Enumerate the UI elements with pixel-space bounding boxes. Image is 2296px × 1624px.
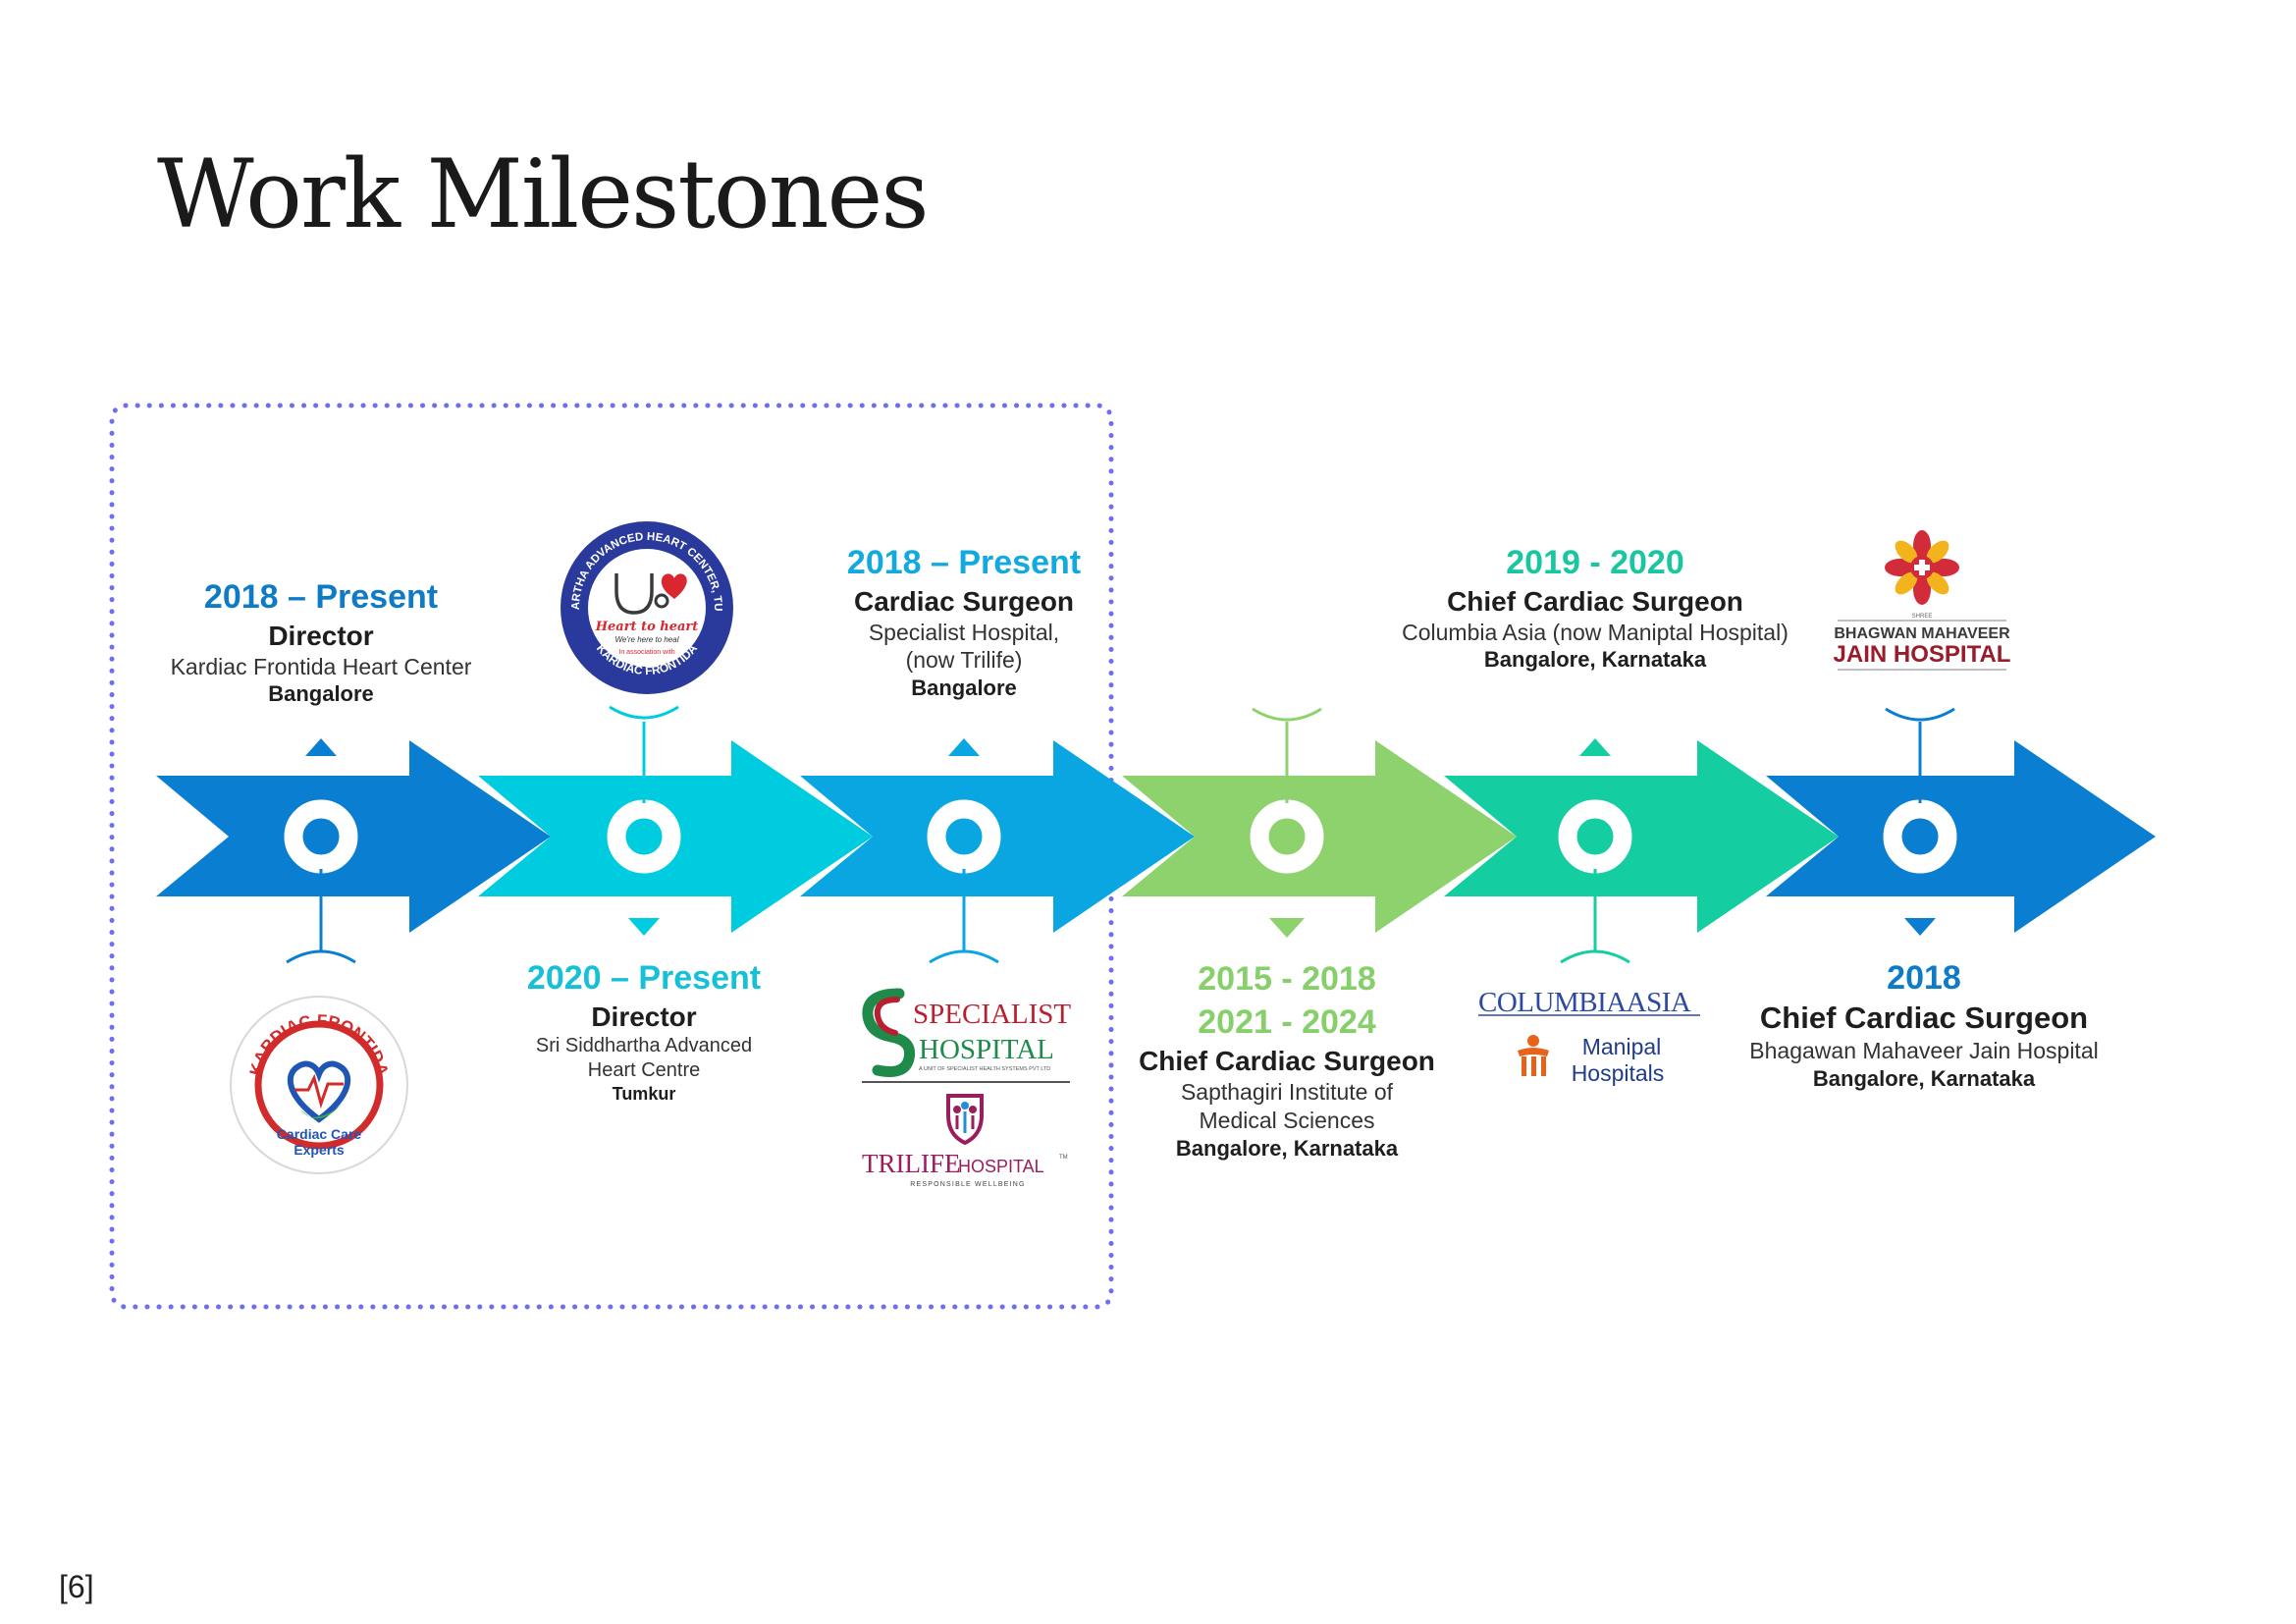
specialist-sub: A UNIT OF SPECIALIST HEALTH SYSTEMS PVT … bbox=[919, 1066, 1050, 1072]
columbia-asia-logo: COLUMBIAASIA bbox=[1478, 987, 1700, 1018]
trilife-name: HOSPITAL bbox=[958, 1157, 1044, 1176]
dotted-group-frame bbox=[109, 403, 1114, 1310]
specialist-name: SPECIALIST bbox=[913, 999, 1071, 1030]
milestone-organization: Kardiac Frontida Heart Center bbox=[170, 653, 472, 679]
timeline-node-5 bbox=[1558, 799, 1632, 874]
page-number: [6] bbox=[59, 1569, 94, 1604]
arrow-segment-6 bbox=[1766, 740, 2156, 933]
milestone-organization: Sri Siddhartha Advanced bbox=[535, 1034, 753, 1056]
connector-6 bbox=[1885, 707, 1955, 803]
milestone-years: 2021 - 2024 bbox=[1198, 1003, 1376, 1042]
jain-hospital-logo: SHREE BHAGWAN MAHAVEER JAIN HOSPITAL bbox=[1834, 530, 2011, 671]
milestone-2: 2020 – Present Director Sri Siddhartha A… bbox=[507, 957, 781, 1105]
milestone-organization: Bhagawan Mahaveer Jain Hospital bbox=[1749, 1038, 2099, 1064]
milestone-years: 2019 - 2020 bbox=[1506, 544, 1684, 581]
milestone-years: 2018 – Present bbox=[846, 544, 1082, 581]
milestone-3: 2018 – Present Cardiac Surgeon Specialis… bbox=[827, 542, 1101, 702]
trilife-shield-icon bbox=[946, 1094, 984, 1146]
pointer-down-6 bbox=[1904, 918, 1936, 936]
milestone-location: Bangalore bbox=[911, 676, 1017, 700]
timeline-node-4 bbox=[1250, 799, 1324, 874]
milestone-5: 2019 - 2020 Chief Cardiac Surgeon Columb… bbox=[1379, 542, 1811, 674]
trilife-hospital-logo: TRILIFE HOSPITAL TM RESPONSIBLE WELLBEIN… bbox=[862, 1094, 1068, 1188]
timeline-node-1 bbox=[284, 799, 358, 874]
specialist-name: HOSPITAL bbox=[919, 1034, 1054, 1065]
milestone-years: 2020 – Present bbox=[526, 959, 762, 997]
manipal-mark-icon bbox=[1518, 1035, 1549, 1076]
jain-name: BHAGWAN MAHAVEER bbox=[1834, 625, 2010, 642]
milestone-years: 2018 – Present bbox=[203, 578, 439, 616]
page-title: Work Milestones bbox=[157, 139, 930, 249]
pointer-up-5 bbox=[1579, 738, 1611, 756]
milestone-location: Bangalore, Karnataka bbox=[1812, 1066, 2036, 1091]
connector-4 bbox=[1252, 707, 1322, 803]
jain-prefix: SHREE bbox=[1912, 614, 1933, 620]
jain-name: JAIN HOSPITAL bbox=[1834, 641, 2011, 668]
connector-2 bbox=[609, 705, 679, 803]
milestone-location: Bangalore bbox=[268, 681, 374, 707]
heart-icon bbox=[287, 1060, 351, 1123]
specialist-hospital-logo: SPECIALIST HOSPITAL A UNIT OF SPECIALIST… bbox=[862, 988, 1071, 1077]
columbia-name: COLUMBIA bbox=[1478, 987, 1627, 1018]
kardiac-frontida-logo: KARDIAC FRONTIDA Cardiac Care Experts bbox=[230, 996, 408, 1174]
kardiac-tagline: Experts bbox=[294, 1142, 345, 1158]
milestone-years: 2018 bbox=[1887, 959, 1961, 997]
connector-5 bbox=[1560, 869, 1630, 964]
specialist-s-mark bbox=[862, 988, 916, 1077]
timeline-node-3 bbox=[927, 799, 1001, 874]
pointer-down-2 bbox=[628, 918, 660, 936]
milestone-4: 2015 - 2018 2021 - 2024 Chief Cardiac Su… bbox=[1115, 957, 1459, 1162]
milestone-organization: Specialist Hospital, bbox=[868, 619, 1060, 645]
trilife-name: TRILIFE bbox=[862, 1149, 961, 1178]
siddhartha-center-text: In association with bbox=[618, 649, 674, 656]
pointer-up-3 bbox=[948, 738, 980, 756]
milestone-role: Chief Cardiac Surgeon bbox=[1447, 585, 1743, 617]
milestone-location: Tumkur bbox=[612, 1083, 676, 1104]
milestone-role: Director bbox=[591, 1001, 697, 1032]
siddhartha-heart-center-logo: SIDDHARTHA ADVANCED HEART CENTER, TUMKUR… bbox=[558, 518, 733, 694]
trilife-tagline: RESPONSIBLE WELLBEING bbox=[910, 1181, 1025, 1188]
milestone-role: Cardiac Surgeon bbox=[853, 585, 1075, 617]
milestone-6: 2018 Chief Cardiac Surgeon Bhagawan Maha… bbox=[1708, 957, 2140, 1093]
connector-1 bbox=[286, 869, 356, 964]
pointer-up-1 bbox=[305, 738, 337, 756]
trilife-tm: TM bbox=[1059, 1155, 1068, 1161]
milestone-role: Chief Cardiac Surgeon bbox=[1139, 1046, 1435, 1077]
flower-cross-icon bbox=[1885, 530, 1959, 605]
manipal-hospitals-logo: Manipal Hospitals bbox=[1518, 1034, 1665, 1086]
milestone-organization: (now Trilife) bbox=[905, 647, 1023, 674]
svg-text:COLUMBIAASIA: COLUMBIAASIA bbox=[1478, 987, 1691, 1018]
arrow-segment-5 bbox=[1444, 740, 1839, 933]
timeline-node-2 bbox=[607, 799, 681, 874]
siddhartha-center-text: We're here to heal bbox=[615, 635, 679, 644]
milestone-role: Chief Cardiac Surgeon bbox=[1759, 1000, 2089, 1035]
milestone-years: 2015 - 2018 bbox=[1198, 960, 1376, 998]
siddhartha-center-text: Heart to heart bbox=[595, 620, 699, 634]
kardiac-tagline: Cardiac Care bbox=[277, 1126, 362, 1142]
milestone-organization: Medical Sciences bbox=[1199, 1108, 1375, 1134]
timeline-node-6 bbox=[1883, 799, 1957, 874]
manipal-name: Manipal bbox=[1582, 1034, 1662, 1059]
connector-3 bbox=[929, 869, 999, 964]
pointer-down-4 bbox=[1269, 918, 1305, 938]
logo-divider bbox=[862, 1081, 1070, 1083]
milestone-organization: Heart Centre bbox=[587, 1058, 701, 1081]
manipal-name: Hospitals bbox=[1572, 1060, 1665, 1086]
columbia-name: ASIA bbox=[1627, 987, 1691, 1018]
milestone-organization: Sapthagiri Institute of bbox=[1180, 1079, 1394, 1106]
milestone-location: Bangalore, Karnataka bbox=[1483, 647, 1707, 673]
milestone-role: Director bbox=[268, 620, 374, 651]
heart-icon bbox=[661, 573, 687, 599]
milestone-location: Bangalore, Karnataka bbox=[1175, 1135, 1399, 1161]
milestone-1: 2018 – Present Director Kardiac Frontida… bbox=[164, 576, 478, 708]
stethoscope-icon bbox=[614, 573, 654, 615]
milestone-organization: Columbia Asia (now Maniptal Hospital) bbox=[1402, 619, 1789, 645]
